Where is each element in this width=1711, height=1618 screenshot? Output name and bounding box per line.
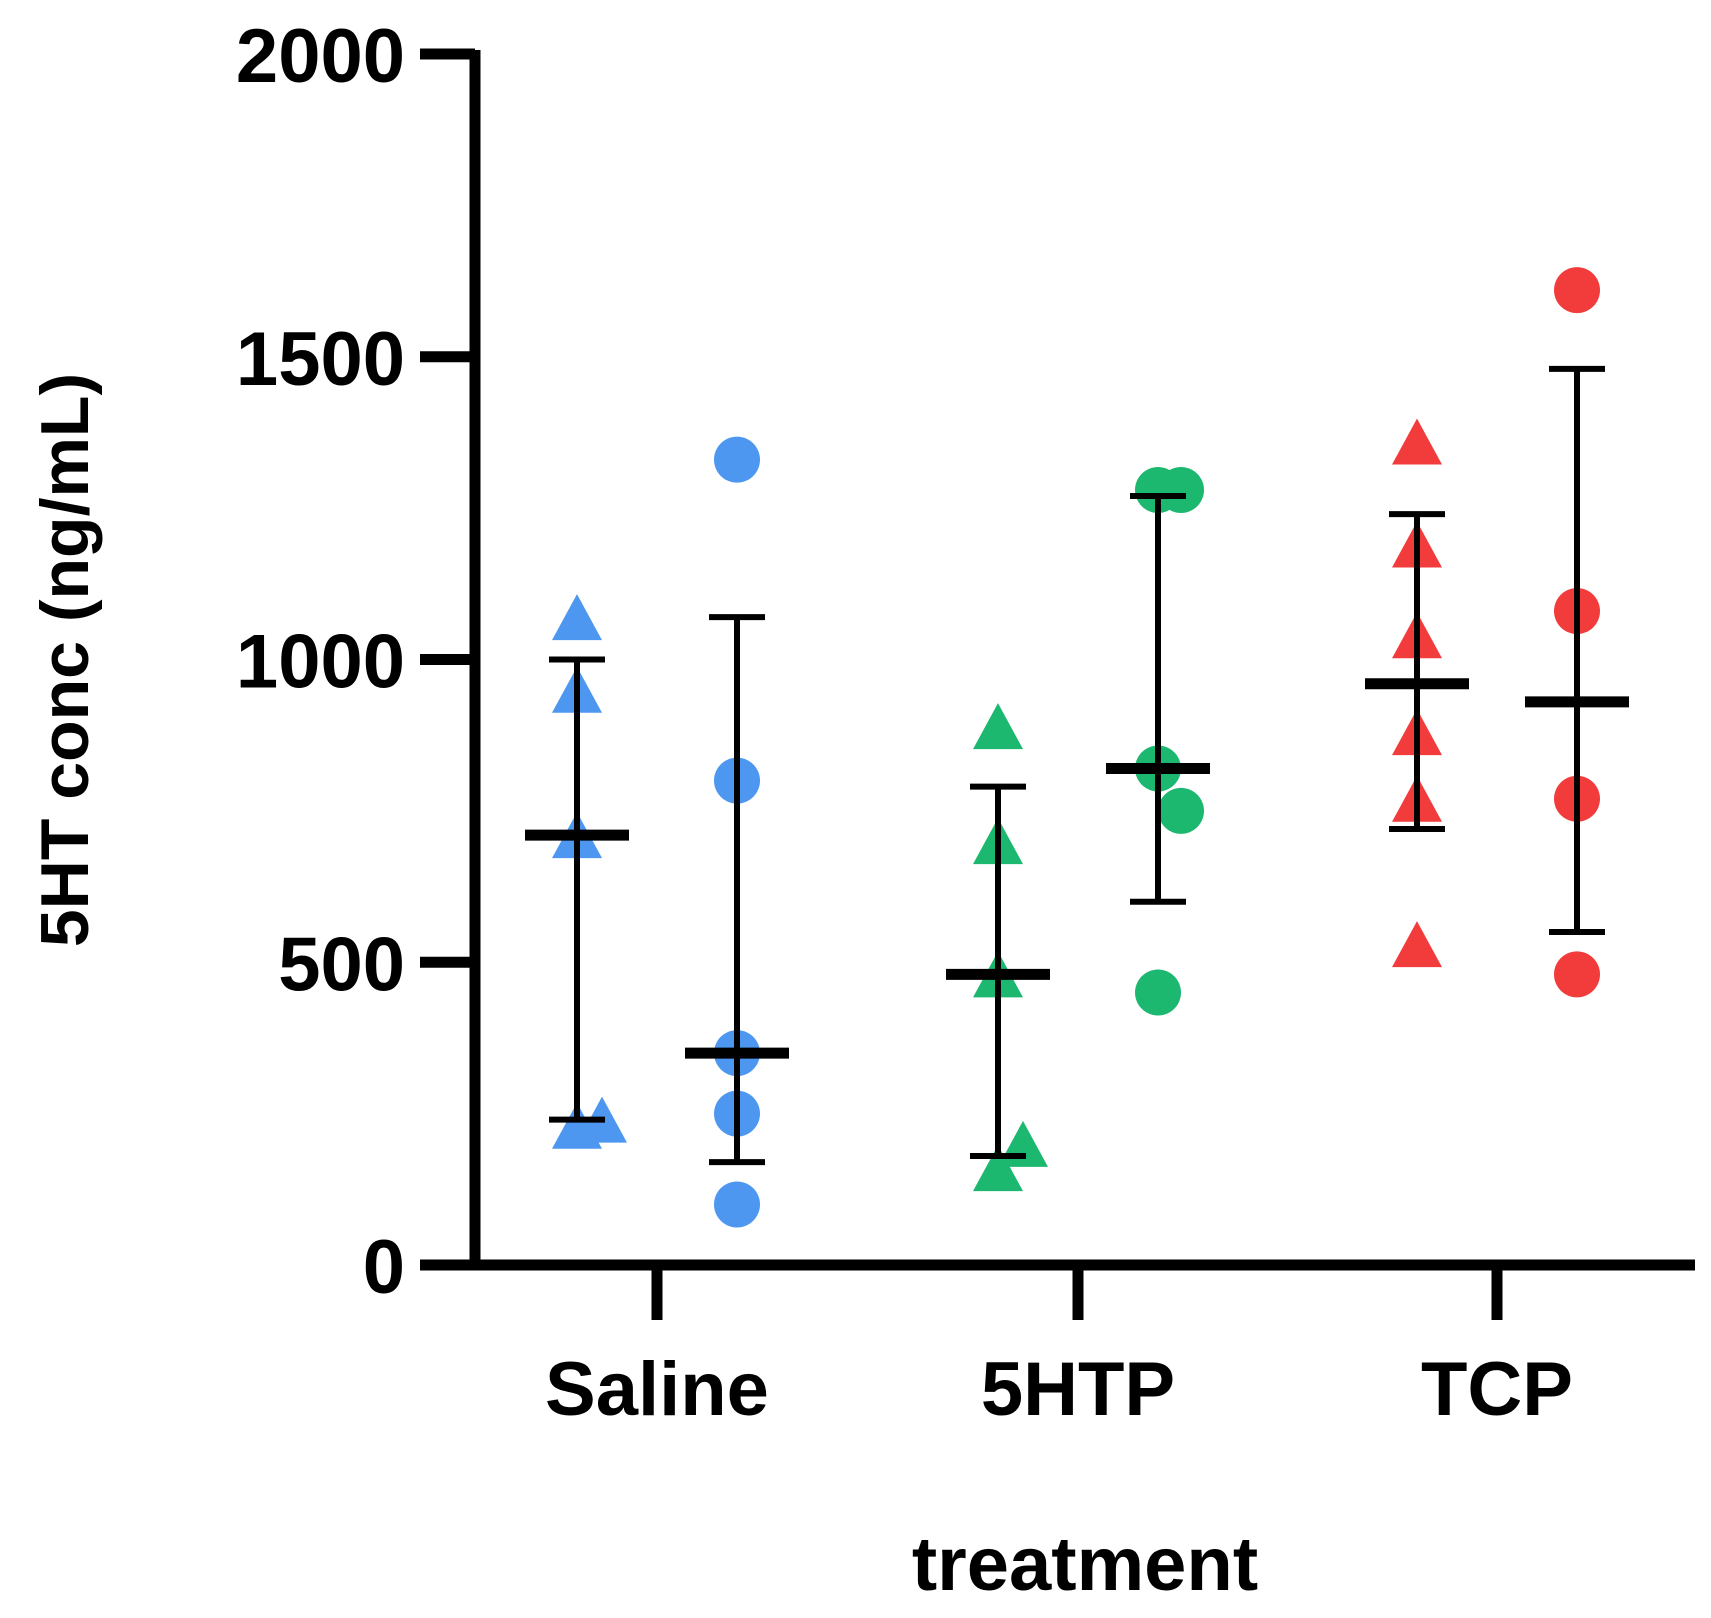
data-point [714, 436, 760, 483]
data-point [973, 1145, 1023, 1192]
data-point [998, 1120, 1048, 1167]
series-5htp-circle [1106, 466, 1210, 1016]
x-tick-label-saline: Saline [545, 1347, 769, 1432]
data-point [1135, 969, 1181, 1016]
y-tick-label-2000: 2000 [236, 14, 405, 99]
series-tcp-triangle [1365, 418, 1469, 968]
series-saline-triangle [525, 594, 629, 1149]
y-tick-label-1000: 1000 [236, 620, 405, 705]
y-axis-title: 5HT conc (ng/mL) [27, 373, 103, 947]
data-point [714, 1181, 760, 1228]
data-point [1158, 787, 1204, 834]
y-tick-label-1500: 1500 [236, 317, 405, 402]
y-tick-label-0: 0 [363, 1225, 405, 1310]
data-point [1554, 951, 1600, 998]
x-axis-title: treatment [912, 1522, 1258, 1607]
x-tick-label-5htp: 5HTP [981, 1347, 1175, 1432]
data-marks [525, 267, 1629, 1228]
x-ticks: Saline 5HTP TCP [545, 1265, 1573, 1432]
data-point [1392, 921, 1442, 968]
axes [420, 50, 1695, 1271]
data-point [552, 594, 602, 641]
x-tick-label-tcp: TCP [1421, 1347, 1573, 1432]
data-point [1554, 267, 1600, 314]
data-point [1392, 418, 1442, 465]
series-tcp-circle [1525, 267, 1629, 998]
data-point [1158, 466, 1204, 513]
series-saline-circle [685, 436, 789, 1228]
series-5htp-triangle [946, 703, 1050, 1192]
data-point [973, 703, 1023, 750]
y-ticks: 0 500 1000 1500 2000 [236, 14, 475, 1310]
y-tick-label-500: 500 [278, 922, 405, 1007]
